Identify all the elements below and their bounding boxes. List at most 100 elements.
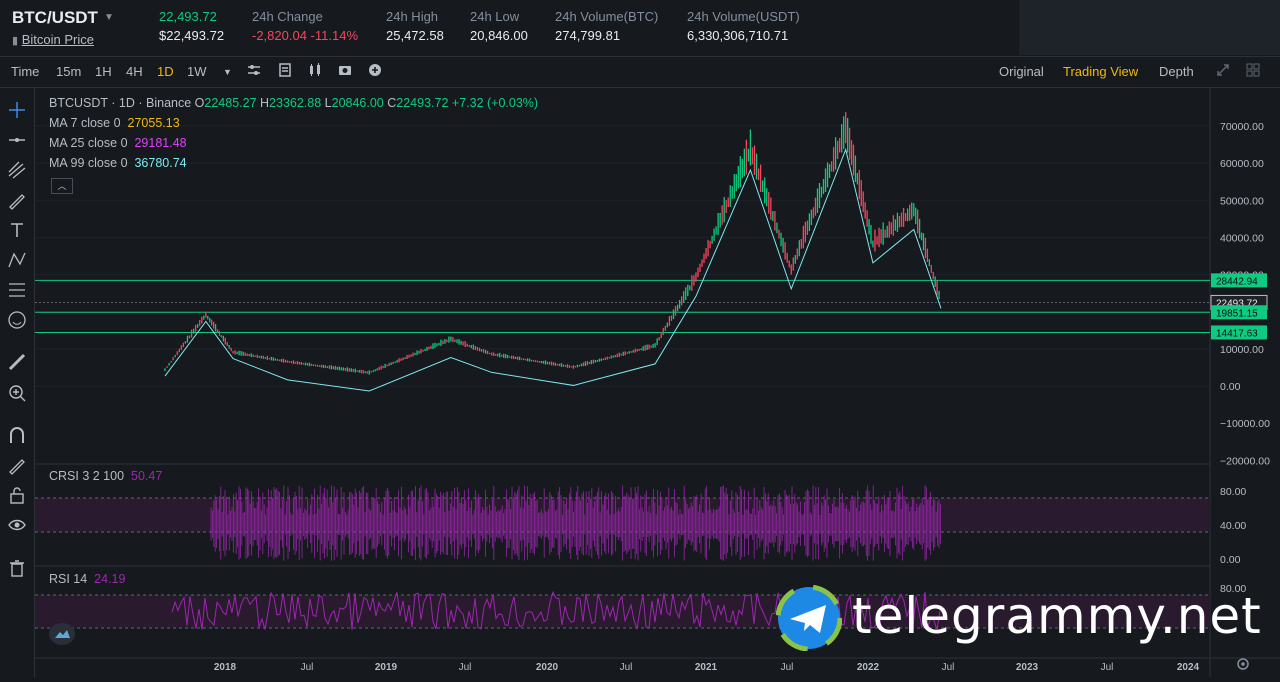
fib-tool-icon[interactable] — [7, 280, 27, 300]
pair-title[interactable]: BTC/USDT — [12, 8, 98, 27]
vol-btc-label: 24h Volume(BTC) — [555, 9, 659, 24]
ma99-label: MA 99 close 0 — [49, 156, 128, 170]
time-axis-label: Jul — [1101, 662, 1114, 673]
telegram-globe-icon — [776, 585, 842, 651]
vol-usdt-label: 24h Volume(USDT) — [687, 9, 800, 24]
pattern-tool-icon[interactable] — [7, 250, 27, 270]
trend-tool-icon[interactable] — [7, 160, 27, 180]
close-value: 22493.72 — [396, 96, 449, 110]
lock-icon[interactable] — [7, 485, 27, 505]
interval-4h[interactable]: 4H — [126, 64, 143, 79]
time-axis-label: Jul — [942, 662, 955, 673]
vol-usdt-value: 6,330,306,710.71 — [687, 28, 789, 43]
price-tag-bg — [1211, 325, 1267, 340]
emoji-icon[interactable] — [7, 310, 27, 330]
price-axis-label: −20000.00 — [1220, 455, 1270, 467]
ma25-label: MA 25 close 0 — [49, 136, 128, 150]
collapse-legend-button[interactable]: ︿ — [51, 178, 73, 194]
price-tag-text: 14417.63 — [1216, 328, 1258, 339]
interval-15m[interactable]: 15m — [56, 64, 82, 79]
doc-icon: ▮ — [12, 35, 19, 47]
price-chart-svg[interactable]: 70000.0060000.0050000.0040000.0030000.00… — [35, 88, 1280, 677]
grid-layout-icon[interactable] — [1246, 63, 1260, 77]
price-tag-bg — [1211, 273, 1267, 288]
low-value: 20846.00 — [331, 96, 384, 110]
text-tool-icon[interactable] — [7, 220, 27, 240]
ma99-legend: MA 99 close 0 36780.74 — [49, 156, 187, 170]
vol-btc-value: 274,799.81 — [555, 28, 621, 43]
indicators-icon[interactable] — [278, 63, 292, 77]
add-indicator-icon[interactable] — [368, 63, 382, 77]
price-tag-text: 22493.72 — [1216, 298, 1258, 309]
interval-1h[interactable]: 1H — [95, 64, 112, 79]
stat-low: 24h Low 20,846.00 — [470, 9, 528, 43]
change-text: +7.32 (+0.03%) — [451, 96, 539, 110]
tradingview-logo[interactable] — [49, 623, 75, 645]
ma7-value: 27055.13 — [127, 116, 180, 130]
high-label: 24h High — [386, 9, 439, 24]
change-value: -2,820.04 -11.14% — [252, 28, 358, 43]
camera-icon[interactable] — [338, 63, 352, 77]
crsi-value: 50.47 — [131, 469, 163, 483]
chart-area[interactable]: 70000.0060000.0050000.0040000.0030000.00… — [35, 88, 1280, 677]
bitcoin-price-link[interactable]: ▮ Bitcoin Price — [12, 32, 94, 47]
price-axis-label: 40000.00 — [1220, 232, 1264, 244]
watermark-text: telegrammy.net — [852, 587, 1262, 645]
price-axis-label: −10000.00 — [1220, 418, 1270, 430]
price-tag-bg — [1211, 305, 1267, 320]
interval-time[interactable]: Time — [11, 64, 40, 79]
ma25-value: 29181.48 — [134, 136, 187, 150]
brush-icon[interactable] — [7, 190, 27, 210]
interval-1w[interactable]: 1W — [187, 64, 207, 79]
time-axis-label: 2019 — [375, 662, 398, 673]
candle-type-icon[interactable] — [308, 63, 322, 77]
header-right-panel — [1019, 0, 1280, 55]
trash-icon[interactable] — [7, 558, 27, 578]
time-axis-label: Jul — [781, 662, 794, 673]
rsi-label: RSI 14 — [49, 572, 88, 586]
ticker-header: BTC/USDT ▼ ▮ Bitcoin Price 22,493.72 $22… — [0, 0, 1280, 57]
crsi-axis-label: 80.00 — [1220, 486, 1246, 498]
crsi-label: CRSI 3 2 100 — [49, 469, 125, 483]
ma99-value: 36780.74 — [134, 156, 187, 170]
interval-1d[interactable]: 1D — [157, 64, 174, 79]
view-depth[interactable]: Depth — [1159, 64, 1194, 79]
open-value: 22485.27 — [204, 96, 257, 110]
crsi-legend: CRSI 3 2 100 50.47 — [49, 469, 162, 483]
line-tool-icon[interactable] — [7, 130, 27, 150]
crosshair-icon[interactable] — [7, 100, 27, 120]
stat-high: 24h High 25,472.58 — [386, 9, 444, 43]
chevron-down-icon[interactable]: ▼ — [104, 12, 114, 23]
close-label: C — [387, 96, 397, 110]
zoom-icon[interactable] — [7, 383, 27, 403]
last-price: 22,493.72 $22,493.72 — [159, 9, 224, 43]
price-tag-text: 28442.94 — [1216, 276, 1258, 287]
magnet-icon[interactable] — [7, 425, 27, 445]
symbol-line: BTCUSDT · 1D · Binance — [49, 96, 192, 110]
stat-vol-usdt: 24h Volume(USDT) 6,330,306,710.71 — [687, 9, 800, 43]
high-value: 23362.88 — [269, 96, 322, 110]
expand-icon[interactable] — [1216, 63, 1230, 77]
time-axis-label: 2023 — [1016, 662, 1039, 673]
rsi-value: 24.19 — [94, 572, 126, 586]
view-trading-view[interactable]: Trading View — [1063, 64, 1139, 79]
time-axis-label: Jul — [459, 662, 472, 673]
last-price-green: 22,493.72 — [159, 9, 217, 24]
eye-icon[interactable] — [7, 515, 27, 535]
price-axis-label: 50000.00 — [1220, 195, 1264, 207]
price-tag-text: 19851.15 — [1216, 308, 1258, 319]
view-original[interactable]: Original — [999, 64, 1044, 79]
subtitle-text[interactable]: Bitcoin Price — [21, 32, 94, 47]
rsi-axis-label: 80.00 — [1220, 583, 1246, 595]
time-axis-label: Jul — [301, 662, 314, 673]
ruler-icon[interactable] — [7, 352, 27, 372]
price-tag: 19851.15 — [1211, 305, 1267, 320]
interval-more-icon[interactable]: ▼ — [223, 67, 232, 77]
price-axis-label: 0.00 — [1220, 381, 1241, 393]
lock-drawing-icon[interactable] — [7, 455, 27, 475]
ohlc-legend: BTCUSDT · 1D · Binance O22485.27 H23362.… — [49, 96, 538, 110]
price-tag: 14417.63 — [1211, 325, 1267, 340]
time-axis-label: 2021 — [695, 662, 718, 673]
settings-sliders-icon[interactable] — [247, 63, 261, 77]
settings-gear-icon[interactable] — [1235, 656, 1251, 672]
